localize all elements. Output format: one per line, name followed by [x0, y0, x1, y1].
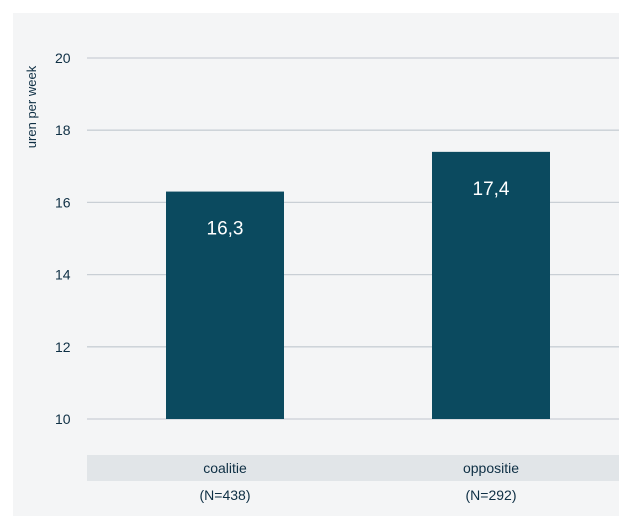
y-tick-label: 18 — [55, 122, 71, 138]
bars: 16,3 17,4 — [166, 151, 550, 420]
category-sample-size: (N=438) — [200, 487, 251, 503]
y-axis-ticks: 10 12 14 16 18 20 — [55, 50, 71, 427]
category-band — [87, 455, 619, 481]
data-label: 16,3 — [207, 219, 244, 240]
x-axis-categories: coalitie (N=438) oppositie (N=292) — [200, 460, 520, 503]
category-label: oppositie — [463, 460, 519, 476]
y-tick-label: 12 — [55, 339, 71, 355]
bar — [166, 191, 284, 419]
y-tick-label: 14 — [55, 267, 71, 283]
category-sample-size: (N=292) — [466, 487, 517, 503]
bar — [432, 151, 550, 420]
y-tick-label: 20 — [55, 50, 71, 66]
y-axis-label: uren per week — [24, 65, 39, 148]
y-tick-label: 16 — [55, 194, 71, 210]
data-label: 17,4 — [473, 179, 510, 200]
y-tick-label: 10 — [55, 411, 71, 427]
category-label: coalitie — [203, 460, 247, 476]
